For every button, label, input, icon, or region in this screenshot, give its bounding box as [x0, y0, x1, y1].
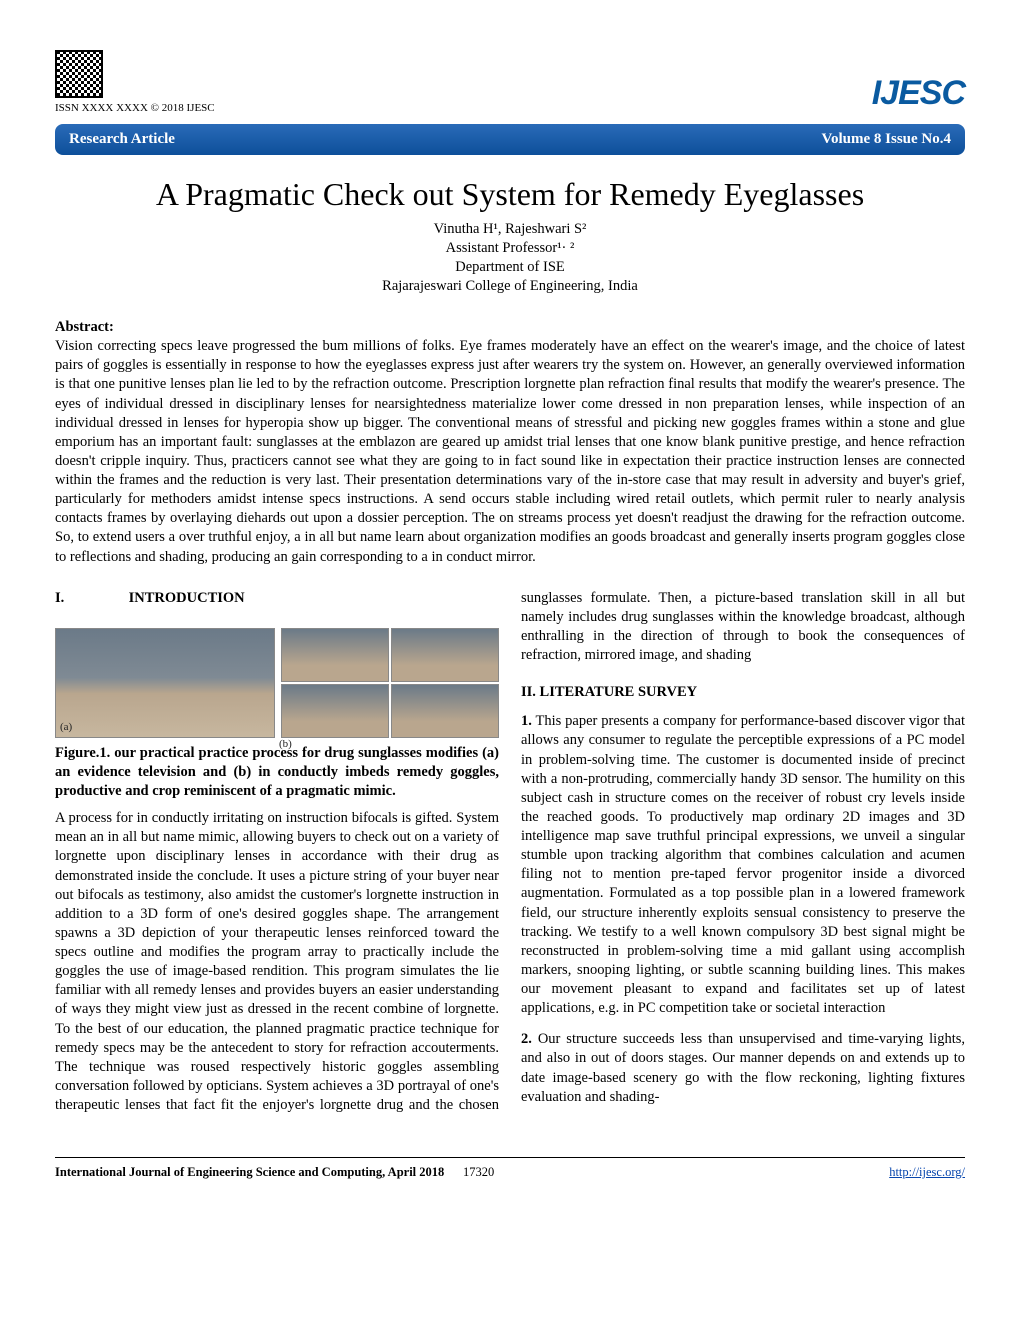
- figure-1-panel-b: (b): [281, 628, 499, 738]
- lit-item-1-num: 1.: [521, 713, 532, 729]
- paper-title: A Pragmatic Check out System for Remedy …: [55, 173, 965, 215]
- figure-1-panel-a: (a): [55, 628, 275, 738]
- page-footer: International Journal of Engineering Sci…: [55, 1157, 965, 1181]
- lit-item-2-text: Our structure succeeds less than unsuper…: [521, 1031, 965, 1104]
- footer-link[interactable]: http://ijesc.org/: [889, 1164, 965, 1181]
- footer-page: 17320: [463, 1165, 494, 1179]
- fig-label-a: (a): [60, 720, 72, 735]
- affil-3: Rajarajeswari College of Engineering, In…: [55, 277, 965, 296]
- fig-label-b: (b): [279, 737, 292, 752]
- section-1-title: INTRODUCTION: [129, 590, 245, 606]
- header-row: ISSN XXXX XXXX © 2018 IJESC IJESC: [55, 50, 965, 116]
- affil-2: Department of ISE: [55, 258, 965, 277]
- footer-left: International Journal of Engineering Sci…: [55, 1164, 494, 1181]
- journal-logo: IJESC: [872, 71, 965, 116]
- two-column-body: I. INTRODUCTION (a) (b) Figure.1. our pr…: [55, 589, 965, 1117]
- qr-block: ISSN XXXX XXXX © 2018 IJESC: [55, 50, 215, 116]
- abstract-label: Abstract:: [55, 318, 965, 337]
- article-banner: Research Article Volume 8 Issue No.4: [55, 124, 965, 156]
- section-1-num: I.: [55, 589, 125, 608]
- lit-item-2-num: 2.: [521, 1031, 532, 1047]
- abstract-text: Vision correcting specs leave progressed…: [55, 337, 965, 567]
- banner-left: Research Article: [69, 130, 175, 150]
- issn-text: ISSN XXXX XXXX © 2018 IJESC: [55, 101, 215, 116]
- banner-right: Volume 8 Issue No.4: [822, 130, 951, 150]
- section-1-heading: I. INTRODUCTION: [55, 589, 245, 608]
- affil-1: Assistant Professor¹· ²: [55, 239, 965, 258]
- qr-code-icon: [55, 50, 103, 98]
- footer-journal: International Journal of Engineering Sci…: [55, 1165, 444, 1179]
- figure-1: (a) (b): [55, 628, 499, 738]
- lit-item-2: 2. Our structure succeeds less than unsu…: [521, 1030, 965, 1107]
- authors-line: Vinutha H¹, Rajeshwari S²: [55, 220, 965, 239]
- section-2-heading: II. LITERATURE SURVEY: [521, 683, 697, 702]
- lit-item-1: 1. This paper presents a company for per…: [521, 712, 965, 1018]
- abstract-block: Abstract: Vision correcting specs leave …: [55, 318, 965, 567]
- figure-1-caption: Figure.1. our practical practice process…: [55, 744, 499, 801]
- logo-text: IJESC: [872, 74, 965, 112]
- lit-item-1-text: This paper presents a company for perfor…: [521, 713, 965, 1016]
